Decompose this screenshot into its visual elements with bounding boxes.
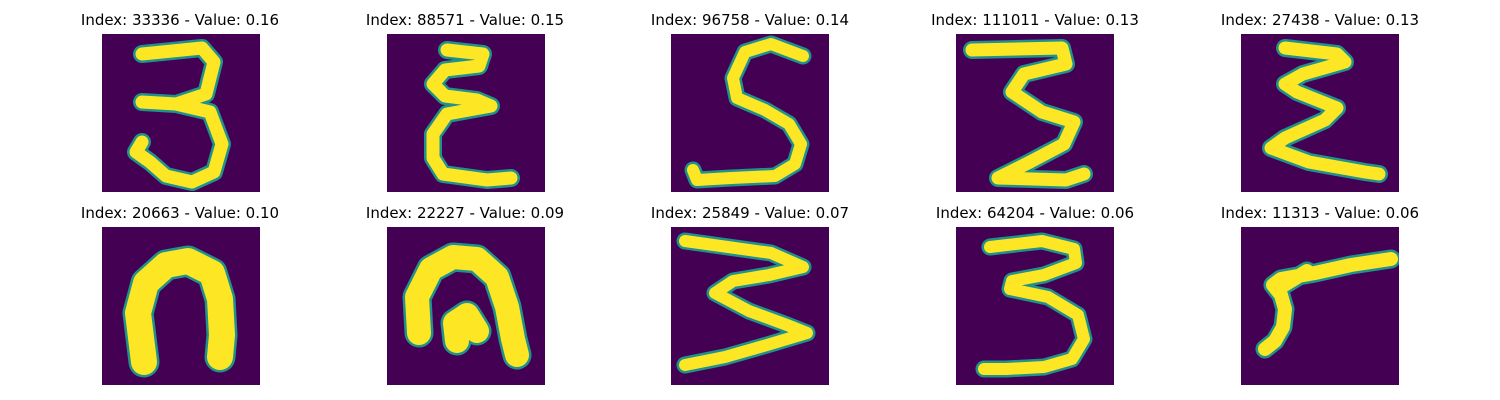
image-background <box>1241 227 1399 385</box>
panel-title: Index: 22227 - Value: 0.09 <box>335 204 595 222</box>
panel-image <box>1241 34 1399 192</box>
panel-title: Index: 27438 - Value: 0.13 <box>1190 11 1450 29</box>
digit-image <box>956 227 1114 385</box>
digit-image <box>671 34 829 192</box>
panel-title: Index: 96758 - Value: 0.14 <box>620 11 880 29</box>
panel-title: Index: 111011 - Value: 0.13 <box>905 11 1165 29</box>
panel-image <box>1241 227 1399 385</box>
panel-title: Index: 33336 - Value: 0.16 <box>50 11 310 29</box>
digit-image <box>1241 34 1399 192</box>
panel-title: Index: 11313 - Value: 0.06 <box>1190 204 1450 222</box>
panel-image <box>956 227 1114 385</box>
digit-image <box>956 34 1114 192</box>
panel-image <box>956 34 1114 192</box>
panel-image <box>671 227 829 385</box>
panel-title: Index: 64204 - Value: 0.06 <box>905 204 1165 222</box>
panel-image <box>102 34 260 192</box>
digit-image <box>102 34 260 192</box>
panel-title: Index: 88571 - Value: 0.15 <box>335 11 595 29</box>
digit-image <box>387 34 545 192</box>
panel-image <box>671 34 829 192</box>
digit-image <box>387 227 545 385</box>
panel-image <box>387 34 545 192</box>
panel-image <box>102 227 260 385</box>
panel-title: Index: 20663 - Value: 0.10 <box>50 204 310 222</box>
panel-image <box>387 227 545 385</box>
digit-image <box>102 227 260 385</box>
panel-title: Index: 25849 - Value: 0.07 <box>620 204 880 222</box>
digit-image <box>671 227 829 385</box>
digit-image <box>1241 227 1399 385</box>
